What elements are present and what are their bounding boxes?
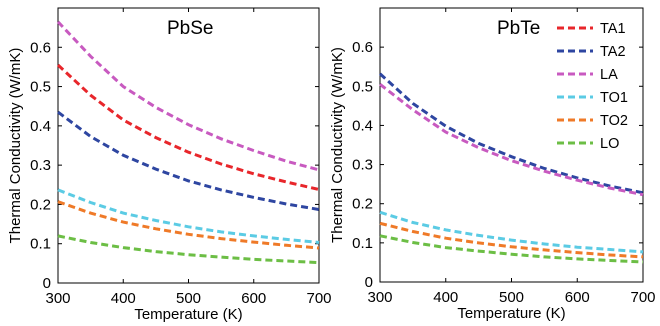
- panel-2-y-tick-label-0: 0: [365, 274, 373, 291]
- panel-2-series-lo-line: [379, 234, 644, 264]
- panel-2-y-tick-label-4: 0.4: [352, 117, 373, 134]
- panel-1-series-ta2-line: [57, 110, 320, 211]
- panel-2-y-tick-label-5: 0.5: [352, 78, 373, 95]
- panel-1-series-ta1-line: [56, 63, 320, 191]
- panel-1-y-tick-label-5: 0.5: [30, 79, 51, 96]
- panel-1-series-to2-line: [57, 200, 320, 250]
- panel-2-x-axis-label: Temperature (K): [457, 305, 565, 322]
- panel-2-legend-to1-label: TO1: [600, 90, 628, 106]
- panel-1-y-tick-label-6: 0.6: [30, 39, 51, 56]
- panel-2-y-tick-label-2: 0.2: [352, 196, 373, 213]
- panel-2-legend: TA1 TA2 LA TO1 TO2 LO: [557, 21, 628, 152]
- panel-1-x-tick-label-2: 500: [176, 290, 201, 307]
- panel-2-y-tick-label-3: 0.3: [352, 157, 373, 174]
- panel-2-series-la-line: [379, 83, 644, 197]
- panel-2-y-tick-label-1: 0.1: [352, 235, 373, 252]
- panel-1-x-axis-label: Temperature (K): [134, 306, 242, 323]
- panel-2-x-tick-label-1: 400: [433, 289, 458, 306]
- panel-2-series-to1-line: [379, 210, 644, 254]
- panel-1-y-tick-label-2: 0.2: [30, 196, 51, 213]
- panel-1-y-tick-label-1: 0.1: [30, 236, 51, 253]
- panel-2: 300 400 500 600 700 0 0.1 0.2 0.3 0.4 0.5 0.6 Temper…: [329, 7, 656, 322]
- panel-1-title: PbSe: [167, 18, 213, 39]
- panel-2-legend-ta1-label: TA1: [600, 21, 626, 37]
- panel-1-y-tick-label-3: 0.3: [30, 157, 51, 174]
- panel-2-legend-ta2-label: TA2: [600, 44, 626, 60]
- panel-1-x-tick-label-1: 400: [111, 290, 136, 307]
- panel-2-x-tick-label-3: 600: [565, 289, 590, 306]
- panel-1: 300 400 500 600 700 0 0.1 0.2 0.3 0.4 0.5 0.6 Temper…: [7, 7, 332, 323]
- panel-1-series-to1-line: [57, 188, 320, 244]
- panel-1-x-tick-label-0: 300: [45, 290, 70, 307]
- panel-2-x-tick-label-2: 500: [499, 289, 524, 306]
- panel-2-legend-la-label: LA: [600, 67, 618, 83]
- panel-1-y-axis-label: Thermal Conductivity (W/mK): [7, 48, 24, 244]
- panel-1-frame: [57, 7, 320, 284]
- panel-1-y-tick-label-0: 0: [43, 275, 51, 292]
- panel-2-series-ta2-line: [378, 72, 644, 195]
- panel-2-series-to2-line: [379, 221, 644, 259]
- panel-1-x-tick-label-4: 700: [306, 290, 331, 307]
- panel-2-x-tick-label-4: 700: [630, 289, 655, 306]
- panel-1-x-tick-label-3: 600: [241, 290, 266, 307]
- panel-2-x-tick-label-0: 300: [367, 289, 392, 306]
- panel-2-title: PbTe: [497, 18, 540, 39]
- panel-1-series-lo-line: [57, 234, 320, 265]
- panel-2-y-tick-label-6: 0.6: [352, 39, 373, 56]
- panel-2-y-axis-label: Thermal Conductivity (W/mK): [329, 47, 346, 243]
- panel-2-legend-lo-label: LO: [600, 136, 619, 152]
- panel-1-y-tick-label-4: 0.4: [30, 118, 51, 135]
- panel-1-series-la-line: [56, 20, 320, 172]
- panel-2-legend-to2-label: TO2: [600, 113, 628, 129]
